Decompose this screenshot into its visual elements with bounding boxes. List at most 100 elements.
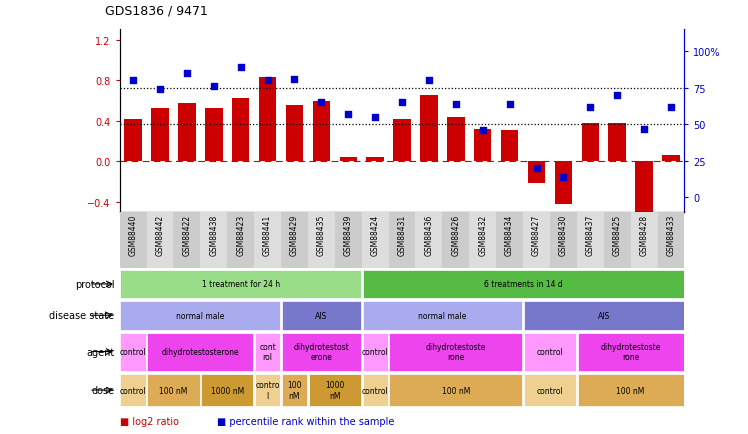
Bar <box>335 212 362 269</box>
Point <box>154 86 166 93</box>
Bar <box>309 374 361 407</box>
Bar <box>524 333 576 371</box>
Bar <box>120 270 361 299</box>
Bar <box>362 212 389 269</box>
Text: protocol: protocol <box>75 279 114 289</box>
Text: control: control <box>120 386 147 395</box>
Point <box>665 104 677 111</box>
Text: GSM88422: GSM88422 <box>183 214 191 255</box>
Bar <box>523 212 550 269</box>
Bar <box>178 104 196 162</box>
Bar <box>415 212 442 269</box>
Text: 6 treatments in 14 d: 6 treatments in 14 d <box>484 280 562 289</box>
Text: cont
rol: cont rol <box>260 342 276 362</box>
Text: AIS: AIS <box>315 311 328 320</box>
Bar <box>124 119 142 162</box>
Bar <box>442 212 469 269</box>
Bar <box>201 374 254 407</box>
Text: dihydrotestosterone: dihydrotestosterone <box>162 347 239 356</box>
Bar <box>255 333 280 371</box>
Text: agent: agent <box>86 347 114 357</box>
Text: GSM88435: GSM88435 <box>317 214 326 255</box>
Bar <box>308 212 335 269</box>
Text: normal male: normal male <box>177 311 224 320</box>
Text: GSM88438: GSM88438 <box>209 214 218 255</box>
Bar <box>200 212 227 269</box>
Text: GSM88432: GSM88432 <box>478 214 487 255</box>
Point <box>584 104 596 111</box>
Text: contro
l: contro l <box>255 381 280 400</box>
Text: control: control <box>362 347 388 356</box>
Text: dihydrotestoste
rone: dihydrotestoste rone <box>601 342 660 362</box>
Bar <box>120 374 146 407</box>
Point <box>423 78 435 85</box>
Point <box>557 174 569 181</box>
Bar <box>363 374 387 407</box>
Bar <box>390 374 522 407</box>
Bar <box>469 212 496 269</box>
Bar <box>393 119 411 162</box>
Bar <box>524 374 576 407</box>
Text: GSM88423: GSM88423 <box>236 214 245 255</box>
Text: GSM88425: GSM88425 <box>613 214 622 255</box>
Point <box>343 111 355 118</box>
Point <box>476 127 488 134</box>
Text: GSM88437: GSM88437 <box>586 214 595 255</box>
Bar <box>363 301 522 330</box>
Bar <box>577 212 604 269</box>
Bar <box>120 333 146 371</box>
Bar <box>389 212 415 269</box>
Text: disease state: disease state <box>49 311 114 320</box>
Bar <box>313 102 330 162</box>
Bar <box>555 162 572 204</box>
Text: control: control <box>536 386 563 395</box>
Text: ■ percentile rank within the sample: ■ percentile rank within the sample <box>217 416 394 426</box>
Point <box>208 84 220 91</box>
Text: control: control <box>536 347 563 356</box>
Text: GSM88427: GSM88427 <box>532 214 541 255</box>
Text: GSM88436: GSM88436 <box>424 214 433 255</box>
Bar <box>608 123 626 162</box>
Bar <box>604 212 631 269</box>
Bar <box>205 109 223 162</box>
Bar <box>281 212 308 269</box>
Text: GDS1836 / 9471: GDS1836 / 9471 <box>105 4 208 17</box>
Bar <box>550 212 577 269</box>
Point <box>450 101 462 108</box>
Text: dose: dose <box>91 385 114 395</box>
Point <box>611 92 623 99</box>
Bar <box>367 158 384 162</box>
Text: GSM88434: GSM88434 <box>505 214 514 255</box>
Bar <box>420 96 438 162</box>
Text: 1000
nM: 1000 nM <box>325 381 345 400</box>
Bar <box>147 374 200 407</box>
Bar <box>631 212 657 269</box>
Point <box>127 78 139 85</box>
Bar <box>147 212 174 269</box>
Bar <box>501 130 518 162</box>
Text: control: control <box>362 386 388 395</box>
Bar <box>147 333 254 371</box>
Bar <box>635 162 653 215</box>
Text: GSM88439: GSM88439 <box>344 214 353 255</box>
Point <box>503 101 515 108</box>
Text: 100 nM: 100 nM <box>616 386 645 395</box>
Point <box>638 126 650 133</box>
Bar <box>174 212 200 269</box>
Point <box>370 114 381 121</box>
Point <box>181 71 193 78</box>
Text: GSM88442: GSM88442 <box>156 214 165 255</box>
Point <box>316 100 328 107</box>
Bar <box>227 212 254 269</box>
Text: GSM88431: GSM88431 <box>397 214 407 255</box>
Bar <box>524 301 684 330</box>
Bar <box>528 162 545 184</box>
Bar <box>282 374 307 407</box>
Bar <box>474 129 491 162</box>
Text: 100 nM: 100 nM <box>159 386 188 395</box>
Text: dihydrotestoste
rone: dihydrotestoste rone <box>426 342 486 362</box>
Bar <box>390 333 522 371</box>
Point <box>235 65 247 72</box>
Bar <box>662 156 680 162</box>
Text: normal male: normal male <box>418 311 467 320</box>
